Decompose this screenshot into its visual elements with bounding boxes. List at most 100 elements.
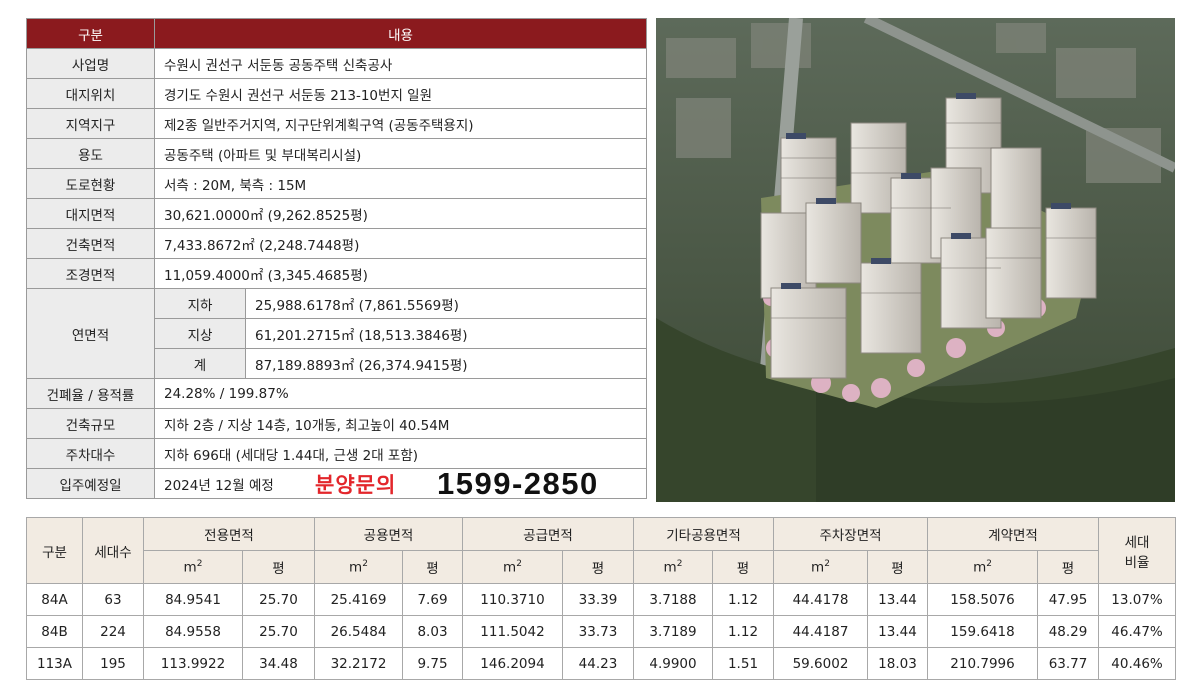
unit-pyeong: 평: [562, 550, 634, 584]
area-value-cell: 1.12: [712, 615, 774, 648]
info-label: 주차대수: [26, 438, 155, 469]
inquiry-label: 분양문의: [315, 473, 397, 497]
area-value-cell: 158.5076: [927, 583, 1039, 616]
info-label: 사업명: [26, 48, 155, 79]
info-value: 24.28% / 199.87%: [154, 378, 647, 409]
info-label: 건폐율 / 용적률: [26, 378, 155, 409]
area-value-cell: 3.7189: [633, 615, 713, 648]
info-label: 용도: [26, 138, 155, 169]
unit-m2: m2: [462, 550, 563, 584]
area-header-group: 공급면적: [462, 517, 634, 551]
area-value-cell: 25.70: [242, 615, 315, 648]
area-header-group: 공용면적: [314, 517, 463, 551]
info-label: 도로현황: [26, 168, 155, 199]
unit-pyeong: 평: [242, 550, 315, 584]
info-value: 경기도 수원시 권선구 서둔동 213-10번지 일원: [154, 78, 647, 109]
info-value: 지하 2층 / 지상 14층, 10개동, 최고높이 40.54M: [154, 408, 647, 439]
info-value: 지하 696대 (세대당 1.44대, 근생 2대 포함): [154, 438, 647, 469]
info-value: 제2종 일반주거지역, 지구단위계획구역 (공동주택용지): [154, 108, 647, 139]
area-value-cell: 33.73: [562, 615, 634, 648]
info-row: 건축면적 7,433.8672㎡ (2,248.7448평): [26, 228, 647, 259]
aerial-rendering-image: [656, 18, 1175, 502]
info-row: 대지면적 30,621.0000㎡ (9,262.8525평): [26, 198, 647, 229]
floor-area-value: 61,201.2715㎡ (18,513.3846평): [245, 318, 647, 349]
unit-pyeong: 평: [1037, 550, 1100, 584]
unit-type-cell: 84A: [26, 583, 83, 616]
area-header-group: 계약면적: [927, 517, 1100, 551]
unit-ratio-cell: 40.46%: [1098, 647, 1176, 680]
area-value-cell: 84.9558: [143, 615, 243, 648]
info-row: 주차대수 지하 696대 (세대당 1.44대, 근생 2대 포함): [26, 438, 647, 469]
unit-count-cell: 224: [82, 615, 144, 648]
info-row: 건폐율 / 용적률 24.28% / 199.87%: [26, 378, 647, 409]
area-value-cell: 25.70: [242, 583, 315, 616]
unit-ratio-cell: 13.07%: [1098, 583, 1176, 616]
floor-area-label: 연면적: [26, 288, 155, 379]
unit-m2: m2: [927, 550, 1039, 584]
area-header-units: 세대수: [82, 517, 144, 584]
unit-m2: m2: [633, 550, 713, 584]
area-table-body: 84A 63 84.9541 25.70 25.4169 7.69 110.3710 33.3…: [26, 583, 1176, 680]
info-header-content: 내용: [154, 18, 647, 49]
inquiry-phone[interactable]: 1599-2850: [437, 468, 599, 499]
area-value-cell: 9.75: [402, 647, 463, 680]
area-value-cell: 146.2094: [462, 647, 563, 680]
table-row: 113A 195 113.9922 34.48 32.2172 9.75 146.2094 4…: [26, 647, 1176, 680]
info-header-row: 구분 내용: [26, 18, 647, 49]
area-header-type: 구분: [26, 517, 83, 584]
move-in-row: 입주예정일 2024년 12월 예정 분양문의 1599-2850: [26, 468, 647, 499]
area-value-cell: 34.48: [242, 647, 315, 680]
info-label: 대지면적: [26, 198, 155, 229]
area-header-ratio: 세대 비율: [1098, 517, 1176, 584]
area-value-cell: 210.7996: [927, 647, 1039, 680]
area-value-cell: 84.9541: [143, 583, 243, 616]
info-label: 건축면적: [26, 228, 155, 259]
area-value-cell: 13.44: [866, 583, 929, 616]
area-value-cell: 44.4178: [773, 583, 868, 616]
area-value-cell: 110.3710: [462, 583, 563, 616]
apartment-complex-rendering: [656, 18, 1175, 502]
area-header-group: 전용면적: [143, 517, 315, 551]
unit-type-cell: 113A: [26, 647, 83, 680]
info-row: 사업명 수원시 권선구 서둔동 공동주택 신축공사: [26, 48, 647, 79]
area-value-cell: 59.6002: [773, 647, 868, 680]
area-value-cell: 63.77: [1037, 647, 1100, 680]
area-value-cell: 113.9922: [143, 647, 243, 680]
info-row: 건축규모 지하 2층 / 지상 14층, 10개동, 최고높이 40.54M: [26, 408, 647, 439]
info-row: 용도 공동주택 (아파트 및 부대복리시설): [26, 138, 647, 169]
info-label: 지역지구: [26, 108, 155, 139]
area-value-cell: 25.4169: [314, 583, 403, 616]
area-header-ratio-line1: 세대: [1124, 534, 1150, 551]
area-value-cell: 3.7188: [633, 583, 713, 616]
area-value-cell: 44.4187: [773, 615, 868, 648]
unit-ratio-cell: 46.47%: [1098, 615, 1176, 648]
unit-pyeong: 평: [402, 550, 463, 584]
info-value: 11,059.4000㎡ (3,345.4685평): [154, 258, 647, 289]
floor-area-row: 연면적 지하 25,988.6178㎡ (7,861.5569평): [26, 288, 647, 379]
area-value-cell: 8.03: [402, 615, 463, 648]
unit-m2: m2: [773, 550, 868, 584]
info-value: 수원시 권선구 서둔동 공동주택 신축공사: [154, 48, 647, 79]
area-value-cell: 7.69: [402, 583, 463, 616]
area-value-cell: 44.23: [562, 647, 634, 680]
floor-area-sub-label: 지하: [154, 288, 246, 319]
info-label: 조경면적: [26, 258, 155, 289]
area-header-group: 기타공용면적: [633, 517, 774, 551]
floor-area-sub-label: 지상: [154, 318, 246, 349]
area-value-cell: 47.95: [1037, 583, 1100, 616]
area-value-cell: 33.39: [562, 583, 634, 616]
area-value-cell: 48.29: [1037, 615, 1100, 648]
info-value: 30,621.0000㎡ (9,262.8525평): [154, 198, 647, 229]
move-in-cell: 2024년 12월 예정 분양문의 1599-2850: [154, 468, 647, 499]
info-label: 대지위치: [26, 78, 155, 109]
area-header-group: 주차장면적: [772, 517, 929, 551]
unit-m2: m2: [314, 550, 403, 584]
area-header-row: 구분 세대수 전용면적 공용면적 공급면적 기타공용면적 주차장면적 계약면적 …: [26, 517, 1176, 584]
unit-m2: m2: [143, 550, 243, 584]
unit-pyeong: 평: [866, 550, 929, 584]
floor-area-value: 87,189.8893㎡ (26,374.9415평): [245, 348, 647, 379]
info-row: 지역지구 제2종 일반주거지역, 지구단위계획구역 (공동주택용지): [26, 108, 647, 139]
area-value-cell: 32.2172: [314, 647, 403, 680]
area-value-cell: 159.6418: [927, 615, 1039, 648]
unit-count-cell: 63: [82, 583, 144, 616]
